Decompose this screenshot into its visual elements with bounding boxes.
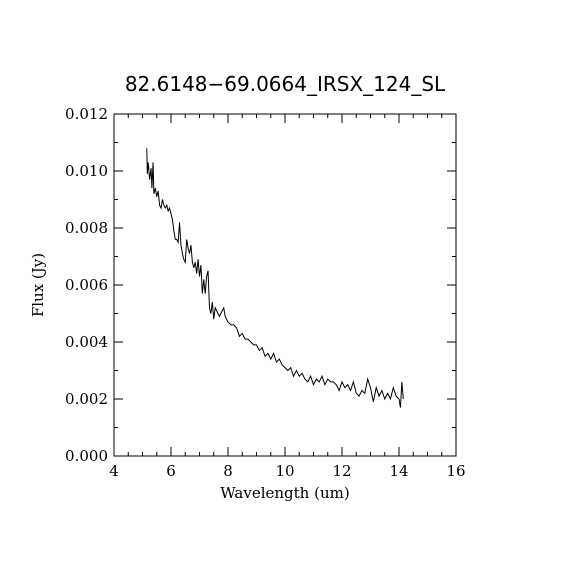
x-tick-label: 10	[275, 462, 294, 480]
x-tick-label: 14	[389, 462, 408, 480]
x-tick-label: 8	[223, 462, 233, 480]
y-tick-label: 0.000	[65, 447, 108, 465]
x-axis-tick-labels: 4 6 8 10 12 14 16	[109, 462, 465, 480]
plot-frame	[113, 113, 457, 457]
y-axis-ticks	[114, 113, 456, 457]
x-tick-label: 6	[166, 462, 176, 480]
x-tick-label: 16	[446, 462, 465, 480]
flux-spectrum-line	[146, 148, 404, 408]
y-tick-label: 0.010	[65, 162, 108, 180]
y-tick-label: 0.006	[65, 276, 108, 294]
chart-title: 82.6148−69.0664_IRSX_124_SL	[125, 72, 446, 96]
y-axis-tick-labels: 0.000 0.002 0.004 0.006 0.008 0.010 0.012	[65, 105, 108, 465]
x-tick-label: 4	[109, 462, 119, 480]
y-axis-label: Flux (Jy)	[29, 253, 47, 317]
x-tick-label: 12	[332, 462, 351, 480]
x-axis-label: Wavelength (um)	[220, 484, 349, 502]
y-tick-label: 0.012	[65, 105, 108, 123]
y-tick-label: 0.004	[65, 333, 108, 351]
y-tick-label: 0.008	[65, 219, 108, 237]
y-tick-label: 0.002	[65, 390, 108, 408]
x-axis-ticks	[113, 114, 457, 456]
